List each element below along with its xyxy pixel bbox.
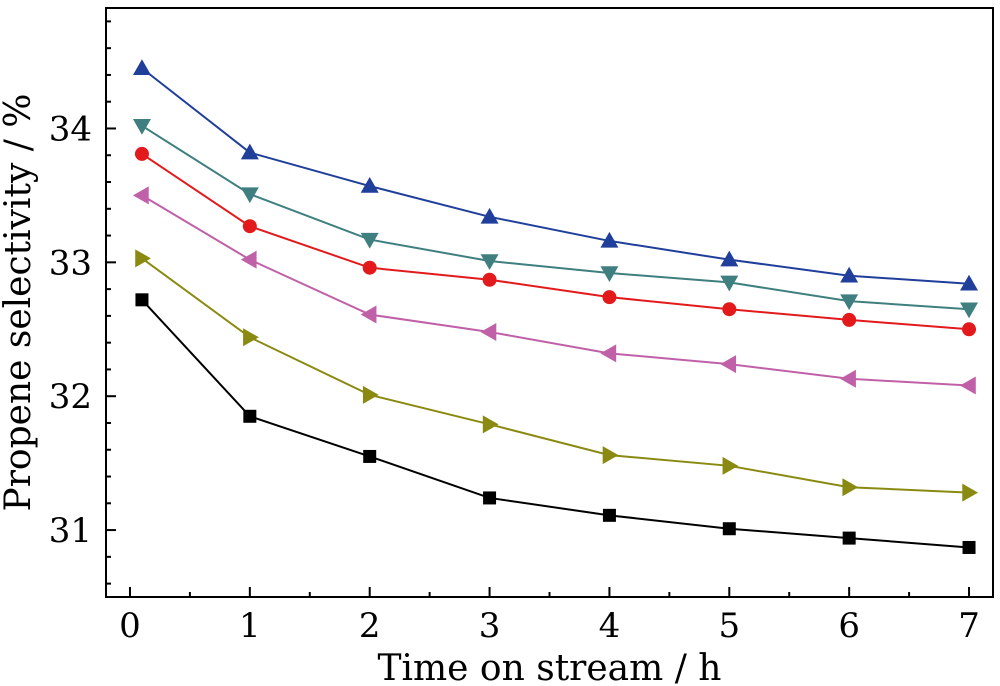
series-3: [132, 186, 976, 395]
series-5: [135, 293, 976, 554]
data-point: [962, 483, 979, 502]
data-point: [962, 540, 976, 554]
x-axis-ticks: 0 1 2 3 4 5 6 7: [119, 587, 980, 646]
series-2: [134, 146, 977, 337]
data-point: [240, 143, 259, 160]
data-point: [482, 272, 497, 287]
data-point: [240, 250, 257, 269]
data-point: [602, 508, 616, 522]
data-point: [135, 293, 149, 307]
y-axis-title: Propene selectivity / %: [0, 93, 39, 511]
series-4: [135, 249, 979, 502]
x-tick-label: 0: [119, 606, 141, 646]
data-point: [842, 531, 856, 545]
data-point: [600, 266, 619, 283]
data-point: [842, 312, 857, 327]
data-point: [960, 302, 979, 319]
data-point: [600, 344, 617, 363]
series-line: [141, 124, 970, 311]
data-point: [360, 232, 379, 249]
y-axis-ticks: 31 32 33 34: [49, 20, 116, 585]
x-tick-label: 1: [239, 606, 261, 646]
data-point: [243, 328, 259, 347]
data-point: [960, 274, 979, 291]
data-point: [483, 491, 497, 505]
series-1: [132, 119, 979, 319]
data-point: [840, 266, 859, 283]
data-point: [722, 302, 737, 317]
data-point: [132, 119, 151, 135]
data-point: [360, 177, 379, 193]
data-point: [132, 186, 149, 205]
series-line: [141, 67, 970, 285]
x-tick-label: 7: [958, 606, 980, 646]
x-tick-label: 6: [838, 606, 860, 646]
data-point: [722, 456, 739, 475]
x-axis-title: Time on stream / h: [378, 648, 722, 686]
data-point: [480, 322, 497, 341]
series-line: [141, 299, 970, 549]
x-tick-label: 3: [479, 606, 501, 646]
series-layer: [132, 59, 979, 554]
data-point: [720, 275, 739, 292]
data-point: [722, 522, 736, 536]
data-point: [135, 249, 151, 268]
data-point: [363, 449, 377, 463]
y-tick-label: 31: [49, 511, 92, 551]
y-tick-label: 33: [49, 243, 92, 283]
data-point: [720, 355, 737, 374]
y-tick-label: 32: [49, 377, 92, 417]
data-point: [242, 219, 257, 234]
data-point: [482, 415, 499, 434]
y-tick-label: 34: [49, 109, 92, 149]
data-point: [600, 231, 619, 248]
data-point: [842, 478, 859, 497]
data-point: [362, 260, 377, 275]
data-point: [602, 446, 619, 465]
data-point: [720, 250, 739, 267]
data-point: [132, 59, 151, 75]
series-line: [141, 194, 970, 387]
data-point: [960, 376, 976, 395]
x-tick-label: 5: [718, 606, 740, 646]
data-point: [134, 146, 149, 161]
x-tick-label: 2: [359, 606, 381, 646]
data-point: [480, 254, 499, 271]
data-point: [362, 385, 379, 404]
data-point: [480, 207, 499, 224]
data-point: [243, 409, 257, 423]
series-0: [132, 59, 979, 291]
data-point: [962, 322, 977, 337]
data-point: [360, 305, 377, 324]
series-line: [141, 153, 970, 331]
data-point: [602, 290, 617, 305]
data-point: [840, 294, 859, 311]
data-point: [840, 369, 856, 388]
series-line: [141, 257, 970, 494]
data-point: [240, 187, 259, 204]
x-tick-label: 4: [599, 606, 621, 646]
